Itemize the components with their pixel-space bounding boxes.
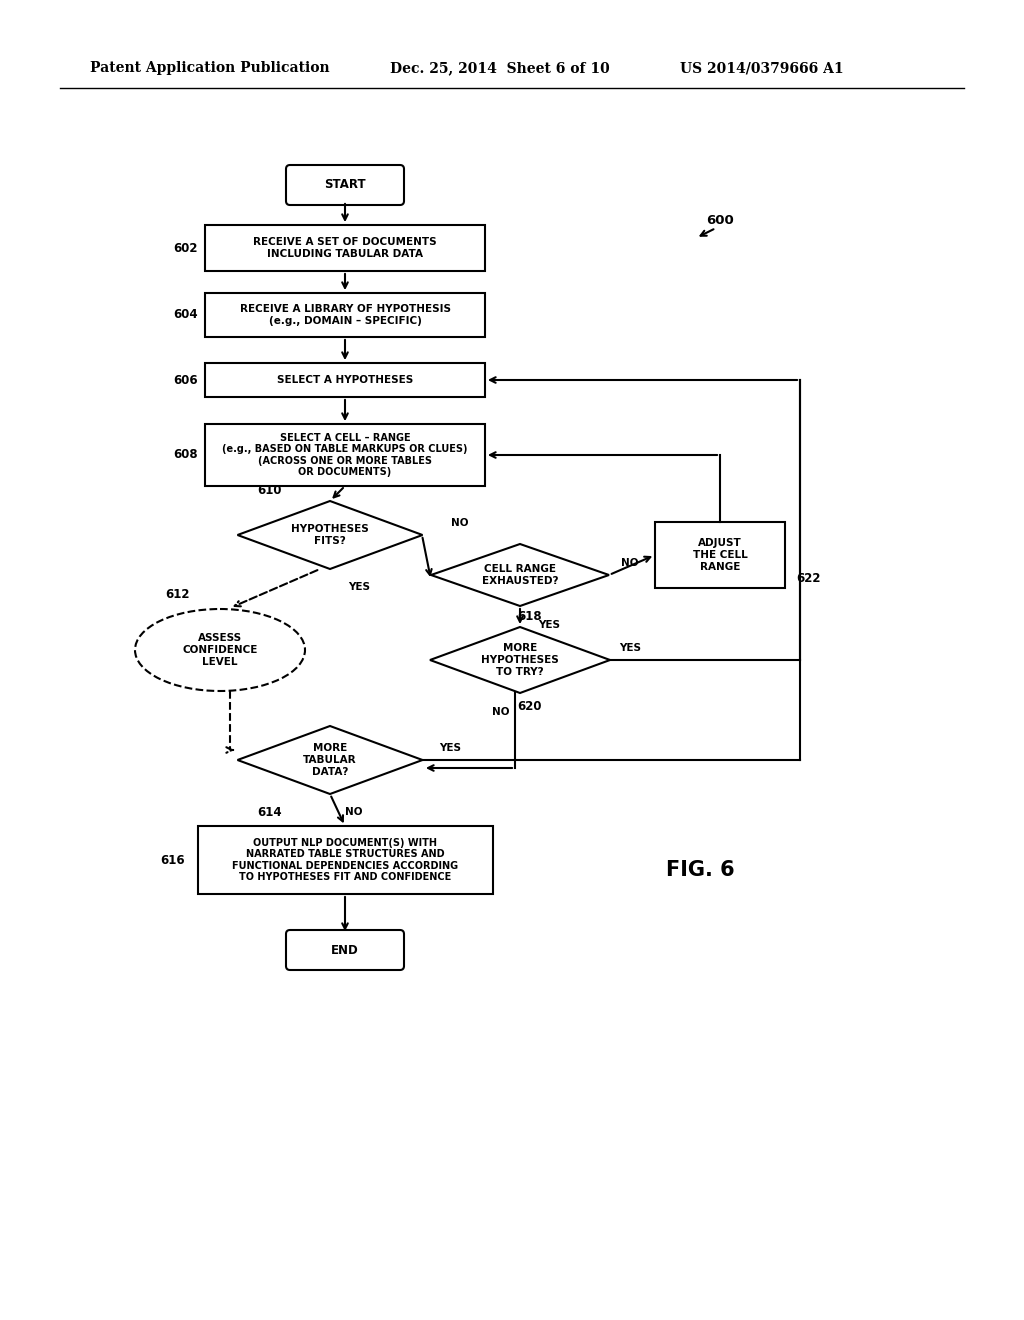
Bar — [205, 424, 485, 486]
Text: Dec. 25, 2014  Sheet 6 of 10: Dec. 25, 2014 Sheet 6 of 10 — [390, 61, 609, 75]
Text: 620: 620 — [518, 700, 543, 713]
Text: MORE
HYPOTHESES
TO TRY?: MORE HYPOTHESES TO TRY? — [481, 643, 559, 677]
Text: NO: NO — [452, 517, 469, 528]
Text: 616: 616 — [161, 854, 185, 866]
Text: ASSESS
CONFIDENCE
LEVEL: ASSESS CONFIDENCE LEVEL — [182, 634, 258, 667]
Text: YES: YES — [348, 582, 370, 591]
Text: END: END — [331, 944, 358, 957]
Text: 612: 612 — [166, 587, 190, 601]
Text: 610: 610 — [258, 484, 283, 498]
Bar — [205, 363, 485, 397]
Text: START: START — [325, 178, 366, 191]
Text: US 2014/0379666 A1: US 2014/0379666 A1 — [680, 61, 844, 75]
Text: YES: YES — [538, 620, 560, 630]
Text: 602: 602 — [173, 242, 198, 255]
Text: YES: YES — [439, 743, 461, 752]
Text: Patent Application Publication: Patent Application Publication — [90, 61, 330, 75]
Text: 608: 608 — [173, 449, 198, 462]
Text: RECEIVE A LIBRARY OF HYPOTHESIS
(e.g., DOMAIN – SPECIFIC): RECEIVE A LIBRARY OF HYPOTHESIS (e.g., D… — [240, 304, 451, 326]
Polygon shape — [430, 627, 610, 693]
Bar — [205, 224, 485, 271]
Text: HYPOTHESES
FITS?: HYPOTHESES FITS? — [291, 524, 369, 545]
Text: MORE
TABULAR
DATA?: MORE TABULAR DATA? — [303, 743, 356, 776]
FancyBboxPatch shape — [286, 931, 404, 970]
Text: 622: 622 — [796, 573, 820, 586]
Text: YES: YES — [618, 643, 641, 653]
Polygon shape — [238, 726, 423, 795]
Text: SELECT A CELL – RANGE
(e.g., BASED ON TABLE MARKUPS OR CLUES)
(ACROSS ONE OR MOR: SELECT A CELL – RANGE (e.g., BASED ON TA… — [222, 433, 468, 478]
Text: NO: NO — [345, 807, 362, 817]
Bar — [655, 521, 785, 587]
Text: CELL RANGE
EXHAUSTED?: CELL RANGE EXHAUSTED? — [481, 564, 558, 586]
Text: SELECT A HYPOTHESES: SELECT A HYPOTHESES — [276, 375, 413, 385]
Text: 618: 618 — [518, 610, 543, 623]
Text: NO: NO — [622, 558, 639, 568]
Polygon shape — [238, 502, 423, 569]
Text: 604: 604 — [173, 309, 198, 322]
Text: FIG. 6: FIG. 6 — [666, 861, 734, 880]
Text: NO: NO — [492, 708, 510, 717]
Text: 600: 600 — [707, 214, 734, 227]
Text: RECEIVE A SET OF DOCUMENTS
INCLUDING TABULAR DATA: RECEIVE A SET OF DOCUMENTS INCLUDING TAB… — [253, 238, 437, 259]
Text: ADJUST
THE CELL
RANGE: ADJUST THE CELL RANGE — [692, 539, 748, 572]
Text: OUTPUT NLP DOCUMENT(S) WITH
NARRATED TABLE STRUCTURES AND
FUNCTIONAL DEPENDENCIE: OUTPUT NLP DOCUMENT(S) WITH NARRATED TAB… — [232, 838, 458, 882]
Ellipse shape — [135, 609, 305, 690]
FancyBboxPatch shape — [286, 165, 404, 205]
Bar — [205, 293, 485, 337]
Text: 614: 614 — [258, 805, 283, 818]
Text: 606: 606 — [173, 374, 198, 387]
Bar — [198, 826, 493, 894]
Polygon shape — [431, 544, 609, 606]
